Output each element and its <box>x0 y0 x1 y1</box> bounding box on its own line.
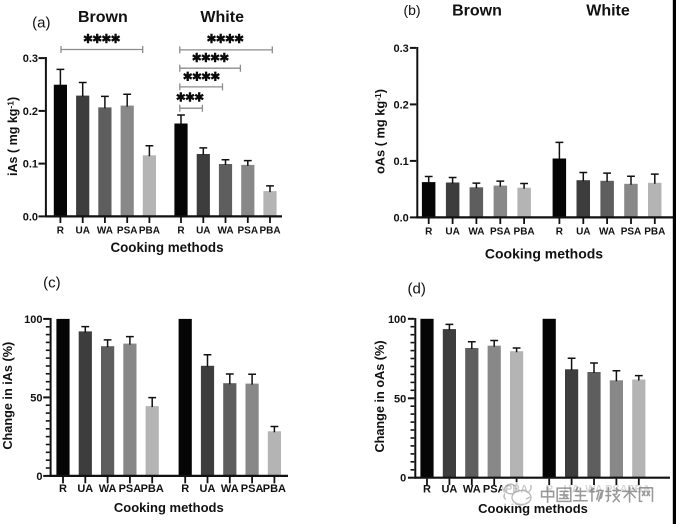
svg-text:WA: WA <box>99 483 117 495</box>
svg-text:WA: WA <box>217 225 233 236</box>
svg-text:Cooking methods: Cooking methods <box>114 500 224 515</box>
svg-text:PSA: PSA <box>117 225 138 236</box>
svg-text:R: R <box>177 225 185 236</box>
svg-text:White: White <box>200 9 244 26</box>
svg-text:WA: WA <box>599 227 615 238</box>
svg-text:oAs ( mg kg-1): oAs ( mg kg-1) <box>373 89 388 174</box>
svg-text:0.0: 0.0 <box>394 212 409 224</box>
svg-text:PSA: PSA <box>238 225 259 236</box>
svg-text:R: R <box>181 483 189 495</box>
svg-text:UA: UA <box>75 225 89 236</box>
svg-text:0.2: 0.2 <box>23 106 38 118</box>
svg-text:PSA: PSA <box>621 227 642 238</box>
svg-text:Brown: Brown <box>452 3 502 20</box>
svg-text:R: R <box>57 225 65 236</box>
svg-text:WA: WA <box>468 227 484 238</box>
svg-text:0: 0 <box>36 471 42 483</box>
svg-text:PBA: PBA <box>139 225 160 236</box>
svg-text:100: 100 <box>24 314 42 326</box>
svg-text:(c): (c) <box>43 275 61 292</box>
svg-text:Cooking methods: Cooking methods <box>485 245 603 261</box>
svg-text:PBA: PBA <box>141 483 164 495</box>
svg-text:WA: WA <box>97 225 113 236</box>
svg-text:UA: UA <box>576 227 590 238</box>
svg-text:0.1: 0.1 <box>23 159 38 171</box>
svg-text:0: 0 <box>400 473 406 485</box>
svg-text:0.0: 0.0 <box>23 211 38 223</box>
svg-text:WA: WA <box>221 483 239 495</box>
svg-text:0.1: 0.1 <box>394 156 409 168</box>
svg-text:PSA: PSA <box>490 227 511 238</box>
svg-text:UA: UA <box>200 483 216 495</box>
svg-text:UA: UA <box>445 227 459 238</box>
svg-text:100: 100 <box>388 314 406 326</box>
svg-text:PSA: PSA <box>241 483 264 495</box>
svg-text:Change in oAs (%): Change in oAs (%) <box>373 340 387 452</box>
svg-text:0.3: 0.3 <box>23 53 38 65</box>
svg-text:WA: WA <box>463 483 481 495</box>
svg-text:50: 50 <box>394 393 406 405</box>
svg-text:R: R <box>59 483 67 495</box>
svg-text:PBA: PBA <box>514 227 535 238</box>
svg-text:(d): (d) <box>408 281 426 298</box>
svg-text:PSA: PSA <box>119 483 142 495</box>
svg-text:UA: UA <box>196 225 210 236</box>
svg-text:0.2: 0.2 <box>394 99 409 111</box>
svg-text:White: White <box>586 3 630 20</box>
svg-text:Brown: Brown <box>78 9 128 26</box>
svg-text:Cooking methods: Cooking methods <box>110 240 223 255</box>
svg-text:R: R <box>425 227 433 238</box>
svg-text:0.3: 0.3 <box>394 43 409 55</box>
svg-text:PBA: PBA <box>644 227 665 238</box>
svg-text:50: 50 <box>30 392 42 404</box>
svg-text:PBA: PBA <box>263 483 286 495</box>
svg-text:(b): (b) <box>403 2 420 18</box>
svg-text:iAs ( mg kg-1): iAs ( mg kg-1) <box>5 97 20 176</box>
svg-text:(a): (a) <box>32 15 50 32</box>
svg-text:UA: UA <box>441 483 457 495</box>
svg-text:Change in iAs (%): Change in iAs (%) <box>1 342 15 450</box>
svg-text:UA: UA <box>77 483 93 495</box>
svg-text:PBA: PBA <box>259 225 280 236</box>
svg-text:R: R <box>556 227 564 238</box>
svg-text:PSA: PSA <box>483 483 506 495</box>
svg-text:R: R <box>423 483 431 495</box>
